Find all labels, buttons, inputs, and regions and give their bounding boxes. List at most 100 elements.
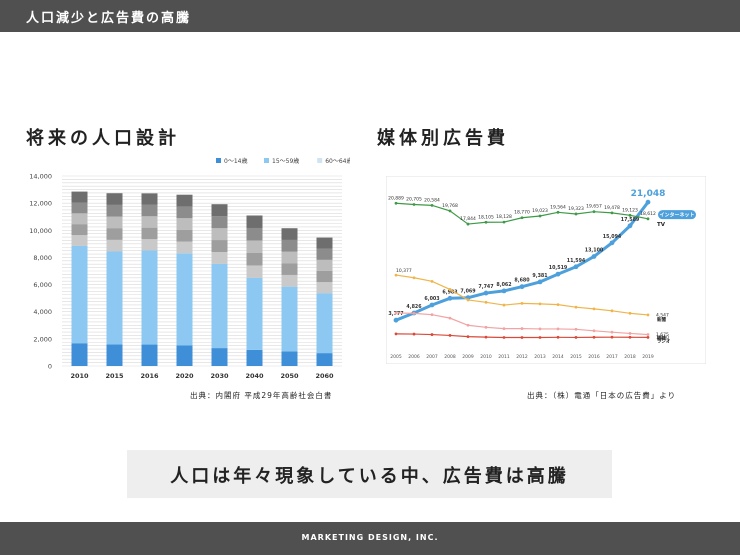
internet-tag: インターネット bbox=[658, 210, 696, 220]
bar-band bbox=[141, 227, 158, 240]
data-point bbox=[520, 216, 524, 220]
data-point bbox=[466, 298, 470, 302]
bar-band bbox=[246, 215, 263, 228]
data-label: 4,826 bbox=[406, 304, 422, 310]
data-label: 18,105 bbox=[478, 214, 494, 220]
data-point bbox=[466, 335, 470, 339]
bar-segment bbox=[211, 263, 228, 349]
population-chart-svg: 0 2,000 4,000 6,000 8,000 10,000 12,000 14,000 0… bbox=[29, 157, 352, 380]
bar-band bbox=[281, 228, 298, 240]
bar-band bbox=[316, 259, 333, 271]
company-name: MARKETING DESIGN, INC. bbox=[301, 533, 439, 542]
data-label: 18,612 bbox=[640, 211, 656, 217]
bar-band bbox=[281, 263, 298, 275]
bar-band bbox=[176, 241, 193, 254]
data-point bbox=[519, 284, 525, 290]
data-label: 13,100 bbox=[585, 247, 604, 253]
data-point bbox=[646, 217, 650, 221]
bar-segment bbox=[176, 345, 193, 366]
data-point bbox=[502, 336, 506, 339]
series-name-label: 新聞 bbox=[657, 316, 666, 323]
data-point bbox=[574, 212, 578, 216]
data-point bbox=[556, 335, 560, 339]
data-point bbox=[430, 313, 434, 317]
bar-segment bbox=[141, 250, 158, 345]
bar-segment bbox=[281, 286, 298, 352]
data-point bbox=[448, 334, 452, 337]
legend-label: 60〜64歳 bbox=[325, 157, 350, 165]
bar-band bbox=[71, 235, 88, 246]
data-label: 10,377 bbox=[396, 268, 412, 274]
bar-band bbox=[246, 252, 263, 266]
x-tick-label: 2005 bbox=[390, 354, 402, 360]
data-point bbox=[591, 254, 597, 259]
x-tick-label: 2008 bbox=[444, 354, 456, 360]
data-label: 11,594 bbox=[567, 258, 586, 264]
data-label: 20,705 bbox=[406, 197, 422, 203]
bar-segment bbox=[106, 251, 123, 345]
data-point bbox=[610, 309, 614, 313]
bar-band bbox=[71, 191, 88, 203]
data-point bbox=[538, 336, 542, 339]
bar-band bbox=[281, 251, 298, 264]
data-label: 7,747 bbox=[478, 284, 493, 290]
bar-band bbox=[106, 239, 123, 252]
bar-segment bbox=[106, 344, 123, 366]
data-point bbox=[628, 311, 632, 315]
data-point bbox=[484, 325, 488, 329]
data-point bbox=[628, 332, 632, 335]
x-tick-label: 2016 bbox=[140, 372, 159, 380]
bar-band bbox=[71, 213, 88, 225]
data-label: 7,069 bbox=[460, 289, 476, 295]
data-label: 15,094 bbox=[603, 234, 622, 240]
data-point bbox=[556, 210, 560, 214]
bar-segment bbox=[71, 245, 88, 344]
data-point bbox=[556, 303, 560, 307]
y-tick-label: 4,000 bbox=[33, 308, 52, 316]
bar-band bbox=[71, 202, 88, 214]
legend-label: 15〜59歳 bbox=[272, 157, 299, 165]
data-label: 20,889 bbox=[388, 195, 404, 201]
data-point bbox=[646, 333, 650, 336]
series-name-label: ラジオ bbox=[657, 337, 671, 344]
data-point bbox=[592, 210, 596, 214]
x-tick-label: 2017 bbox=[606, 354, 618, 360]
bar-band bbox=[281, 239, 298, 252]
bar-band bbox=[141, 239, 158, 251]
y-tick-label: 6,000 bbox=[33, 281, 52, 289]
bar-band bbox=[281, 274, 298, 287]
bar-band bbox=[211, 204, 228, 217]
data-point bbox=[520, 301, 524, 305]
x-tick-label: 2020 bbox=[175, 372, 194, 380]
bar-segment bbox=[211, 348, 228, 366]
data-point bbox=[448, 209, 452, 213]
bar-band bbox=[141, 216, 158, 228]
data-point bbox=[520, 336, 524, 339]
x-tick-label: 2015 bbox=[105, 372, 124, 380]
data-point bbox=[573, 264, 579, 270]
data-label: 6,003 bbox=[424, 296, 439, 302]
data-point bbox=[394, 332, 398, 336]
data-label: 1,260 bbox=[656, 335, 669, 341]
data-label: 19,478 bbox=[604, 205, 620, 211]
x-tick-label: 2013 bbox=[534, 354, 546, 360]
series-name-label: 雑誌 bbox=[656, 335, 666, 342]
data-point bbox=[555, 271, 561, 277]
legend-swatch bbox=[317, 158, 323, 163]
x-tick-label: 2014 bbox=[552, 354, 564, 360]
bar-segment bbox=[281, 351, 298, 366]
data-point bbox=[610, 211, 614, 215]
data-point bbox=[429, 302, 435, 308]
data-label: 4,547 bbox=[656, 312, 669, 318]
bar-segment bbox=[141, 344, 158, 366]
x-tick-label: 2018 bbox=[624, 354, 636, 360]
summary-text: 人口は年々現象している中、広告費は高騰 bbox=[170, 466, 569, 487]
data-label: 19,023 bbox=[532, 208, 548, 214]
data-label: 19,768 bbox=[442, 203, 458, 209]
y-tick-label: 14,000 bbox=[29, 173, 52, 181]
data-point bbox=[501, 288, 507, 294]
data-point bbox=[537, 279, 543, 285]
data-label: 19,323 bbox=[568, 206, 584, 212]
data-point bbox=[412, 311, 416, 315]
data-point bbox=[412, 276, 416, 280]
